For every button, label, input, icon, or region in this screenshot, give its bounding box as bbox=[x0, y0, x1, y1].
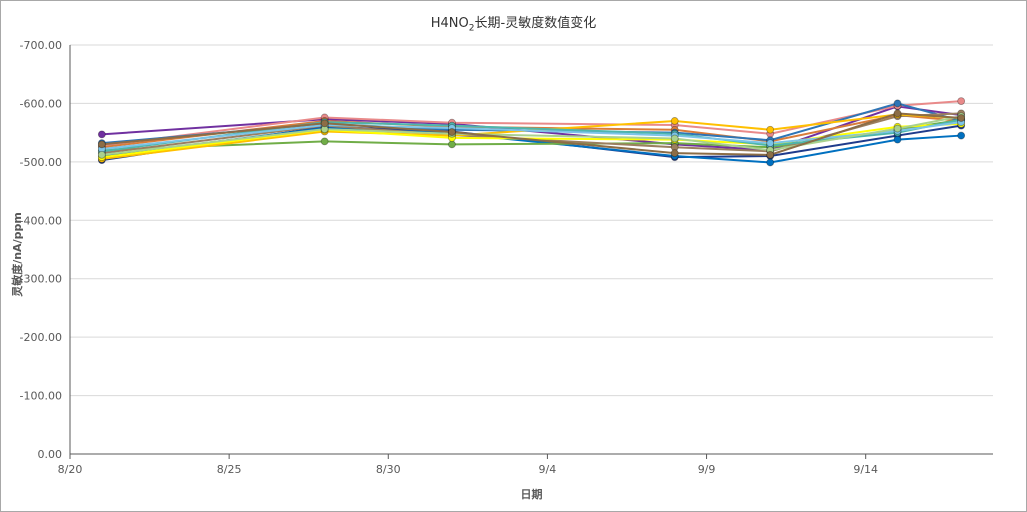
data-point bbox=[893, 124, 902, 133]
y-axis-label: 灵敏度/nA/ppm bbox=[10, 212, 24, 297]
data-point bbox=[448, 140, 456, 149]
data-point bbox=[97, 150, 106, 159]
y-tick-label: -700.00 bbox=[20, 39, 62, 52]
x-axis-label: 日期 bbox=[521, 487, 543, 501]
x-tick-label: 9/14 bbox=[853, 463, 878, 476]
data-point bbox=[957, 97, 966, 105]
series-lines bbox=[101, 100, 962, 164]
series-points bbox=[97, 97, 966, 167]
data-point bbox=[670, 149, 679, 157]
data-point bbox=[893, 135, 902, 144]
x-tick-label: 9/4 bbox=[539, 463, 557, 476]
data-point bbox=[893, 109, 902, 118]
y-tick-label: -400.00 bbox=[20, 214, 62, 227]
y-tick-label: -300.00 bbox=[20, 273, 62, 286]
data-point bbox=[320, 119, 329, 128]
y-tick-label: -600.00 bbox=[20, 97, 62, 110]
data-point bbox=[448, 128, 456, 136]
x-tick-label: 8/20 bbox=[58, 463, 83, 476]
data-point bbox=[893, 99, 902, 108]
data-point bbox=[320, 137, 329, 146]
data-point bbox=[97, 140, 106, 149]
data-point bbox=[766, 125, 775, 134]
chart-title: H4NO2长期-灵敏度数值变化 bbox=[430, 16, 597, 34]
x-tick-label: 9/9 bbox=[698, 463, 716, 476]
data-point bbox=[957, 114, 966, 122]
data-point bbox=[957, 131, 966, 140]
x-tick-label: 8/25 bbox=[217, 463, 242, 476]
data-point bbox=[670, 117, 679, 125]
data-point bbox=[670, 134, 679, 143]
data-point bbox=[766, 158, 775, 167]
y-tick-label: -200.00 bbox=[20, 331, 62, 344]
y-tick-label: -500.00 bbox=[20, 156, 62, 169]
data-point bbox=[766, 139, 775, 148]
y-tick-label: 0.00 bbox=[38, 448, 63, 461]
x-tick-label: 8/30 bbox=[376, 463, 401, 476]
y-tick-label: -100.00 bbox=[20, 390, 62, 403]
x-axis-ticks: 8/20 8/25 8/30 9/4 9/9 9/14 bbox=[58, 454, 878, 476]
data-point bbox=[766, 150, 775, 159]
y-axis-ticks: 0.00 -100.00 -200.00 -300.00 -400.00 -500.00 -… bbox=[20, 39, 62, 461]
data-point bbox=[97, 130, 106, 139]
axes bbox=[69, 45, 993, 455]
gridlines bbox=[70, 44, 993, 455]
